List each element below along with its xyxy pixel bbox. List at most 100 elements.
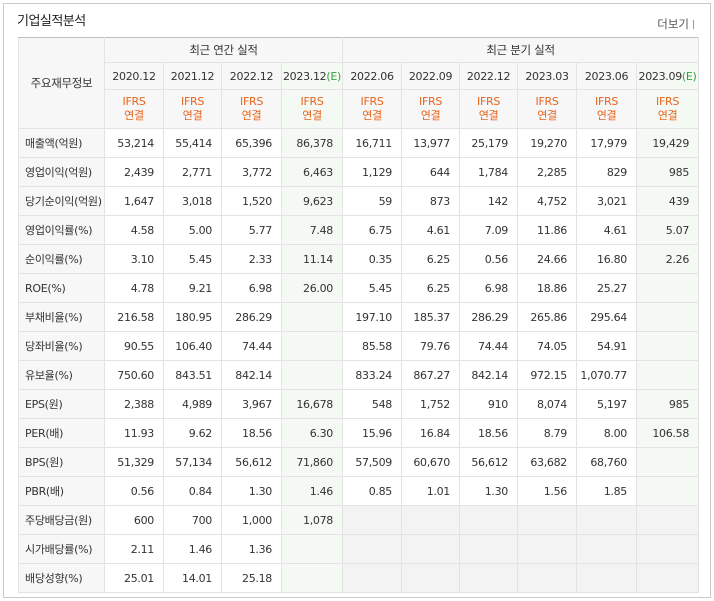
data-row: 유보율(%) 750.60 843.51 842.14 833.24 867.27 842.… (18, 360, 700, 390)
value-cell: 142 (459, 186, 519, 216)
basis-header: IFRS 연결 (280, 89, 344, 129)
value-cell: 4.78 (104, 273, 164, 303)
consolidation: 연결 (182, 109, 203, 122)
basis-header: IFRS 연결 (459, 89, 519, 129)
value-cell: 1,070.77 (576, 360, 638, 390)
gaap: IFRS (419, 95, 443, 108)
value-cell: 25,179 (459, 128, 519, 158)
gaap: IFRS (656, 95, 680, 108)
header-row: 2020.12 2021.12 2022.12 2023.12(E) 2022.06 20… (19, 62, 700, 90)
value-cell: 4.61 (576, 215, 638, 245)
value-cell: 2,771 (163, 157, 222, 187)
value-cell: 1,520 (221, 186, 282, 216)
value-cell: 13,977 (401, 128, 461, 158)
value-cell: 65,396 (221, 128, 282, 158)
empty-cell (280, 302, 344, 332)
value-cell: 1.85 (576, 476, 638, 506)
value-cell: 4.61 (401, 215, 461, 245)
estimate-mark: (E) (681, 69, 697, 83)
value-cell: 286.29 (221, 302, 282, 332)
value-cell: 2.26 (636, 244, 700, 274)
row-label: 시가배당률(%) (18, 534, 105, 564)
data-row: PBR(배) 0.56 0.84 1.30 1.46 0.85 1.01 1.30 1.56 1.… (18, 476, 700, 506)
value-cell: 11.86 (517, 215, 578, 245)
gaap: IFRS (477, 95, 501, 108)
row-label: 영업이익률(%) (18, 215, 105, 245)
value-cell: 197.10 (342, 302, 403, 332)
group-header: 최근 분기 실적 (342, 37, 700, 63)
value-cell: 53,214 (104, 128, 164, 158)
value-cell: 1.30 (459, 476, 519, 506)
empty-cell (636, 563, 700, 593)
period-header: 2022.12 (459, 62, 519, 90)
empty-cell (280, 360, 344, 390)
value-cell: 843.51 (163, 360, 222, 390)
value-cell: 5.00 (163, 215, 222, 245)
row-label: BPS(원) (18, 447, 105, 477)
gaap: IFRS (122, 95, 146, 108)
data-row: 부채비율(%) 216.58 180.95 286.29 197.10 185.37 286… (18, 302, 700, 332)
data-row: 시가배당률(%) 2.11 1.46 1.36 (18, 534, 700, 564)
value-cell: 3,772 (221, 157, 282, 187)
value-cell: 5,197 (576, 389, 638, 419)
period-header: 2022.09 (401, 62, 461, 90)
value-cell: 18.56 (459, 418, 519, 448)
empty-cell (401, 534, 461, 564)
data-row: 영업이익률(%) 4.58 5.00 5.77 7.48 6.75 4.61 7.09 11.8… (18, 215, 700, 245)
value-cell: 9.21 (163, 273, 222, 303)
value-cell: 842.14 (221, 360, 282, 390)
basis-header: IFRS 연결 (221, 89, 282, 129)
row-label: 주당배당금(원) (18, 505, 105, 535)
value-cell: 1.46 (163, 534, 222, 564)
value-cell: 7.48 (280, 215, 344, 245)
value-cell: 86,378 (280, 128, 344, 158)
row-label: 당좌비율(%) (18, 331, 105, 361)
value-cell: 1.30 (221, 476, 282, 506)
value-cell: 7.09 (459, 215, 519, 245)
value-cell: 700 (163, 505, 222, 535)
period-header: 2021.12 (163, 62, 222, 90)
value-cell: 18.56 (221, 418, 282, 448)
value-cell: 548 (342, 389, 403, 419)
data-row: 당좌비율(%) 90.55 106.40 74.44 85.58 79.76 74.44 74… (18, 331, 700, 361)
financial-table: 주요재무정보 최근 연간 실적 최근 분기 실적 2020.12 2021.12 2022… (18, 37, 700, 593)
more-arrow[interactable] (692, 20, 694, 29)
value-cell: 5.77 (221, 215, 282, 245)
data-row: PER(배) 11.93 9.62 18.56 6.30 15.96 16.84 18.56 8… (18, 418, 700, 448)
period-header: 2023.12(E) (280, 62, 344, 90)
value-cell: 74.44 (459, 331, 519, 361)
row-label: EPS(원) (18, 389, 105, 419)
value-cell: 9.62 (163, 418, 222, 448)
value-cell: 57,509 (342, 447, 403, 477)
value-cell: 11.93 (104, 418, 164, 448)
value-cell: 19,270 (517, 128, 578, 158)
data-row: 주당배당금(원) 600 700 1,000 1,078 (18, 505, 700, 535)
value-cell: 63,682 (517, 447, 578, 477)
value-cell: 16,711 (342, 128, 403, 158)
period: 2022.12 (466, 69, 511, 83)
value-cell: 1,000 (221, 505, 282, 535)
more-text[interactable]: 더보기 (657, 17, 689, 31)
more-link[interactable]: 더보기 (657, 16, 694, 32)
value-cell: 25.18 (221, 563, 282, 593)
consolidation: 연결 (596, 109, 617, 122)
value-cell: 0.56 (459, 244, 519, 274)
consolidation: 연결 (362, 109, 382, 122)
value-cell: 600 (104, 505, 164, 535)
section-title: 기업실적분석 (17, 14, 86, 29)
consolidation: 연결 (657, 109, 678, 122)
estimate-mark: (E) (326, 69, 342, 83)
empty-cell (636, 302, 700, 332)
value-cell: 6.30 (280, 418, 344, 448)
value-cell: 16.84 (401, 418, 461, 448)
period: 2023.12 (282, 69, 327, 83)
value-cell: 17,979 (576, 128, 638, 158)
empty-cell (342, 505, 403, 535)
value-cell: 106.58 (636, 418, 700, 448)
value-cell: 19,429 (636, 128, 700, 158)
empty-cell (517, 563, 578, 593)
empty-cell (576, 505, 638, 535)
data-row: 영업이익(억원) 2,439 2,771 3,772 6,463 1,129 644 1,78… (18, 157, 700, 187)
value-cell: 3,018 (163, 186, 222, 216)
